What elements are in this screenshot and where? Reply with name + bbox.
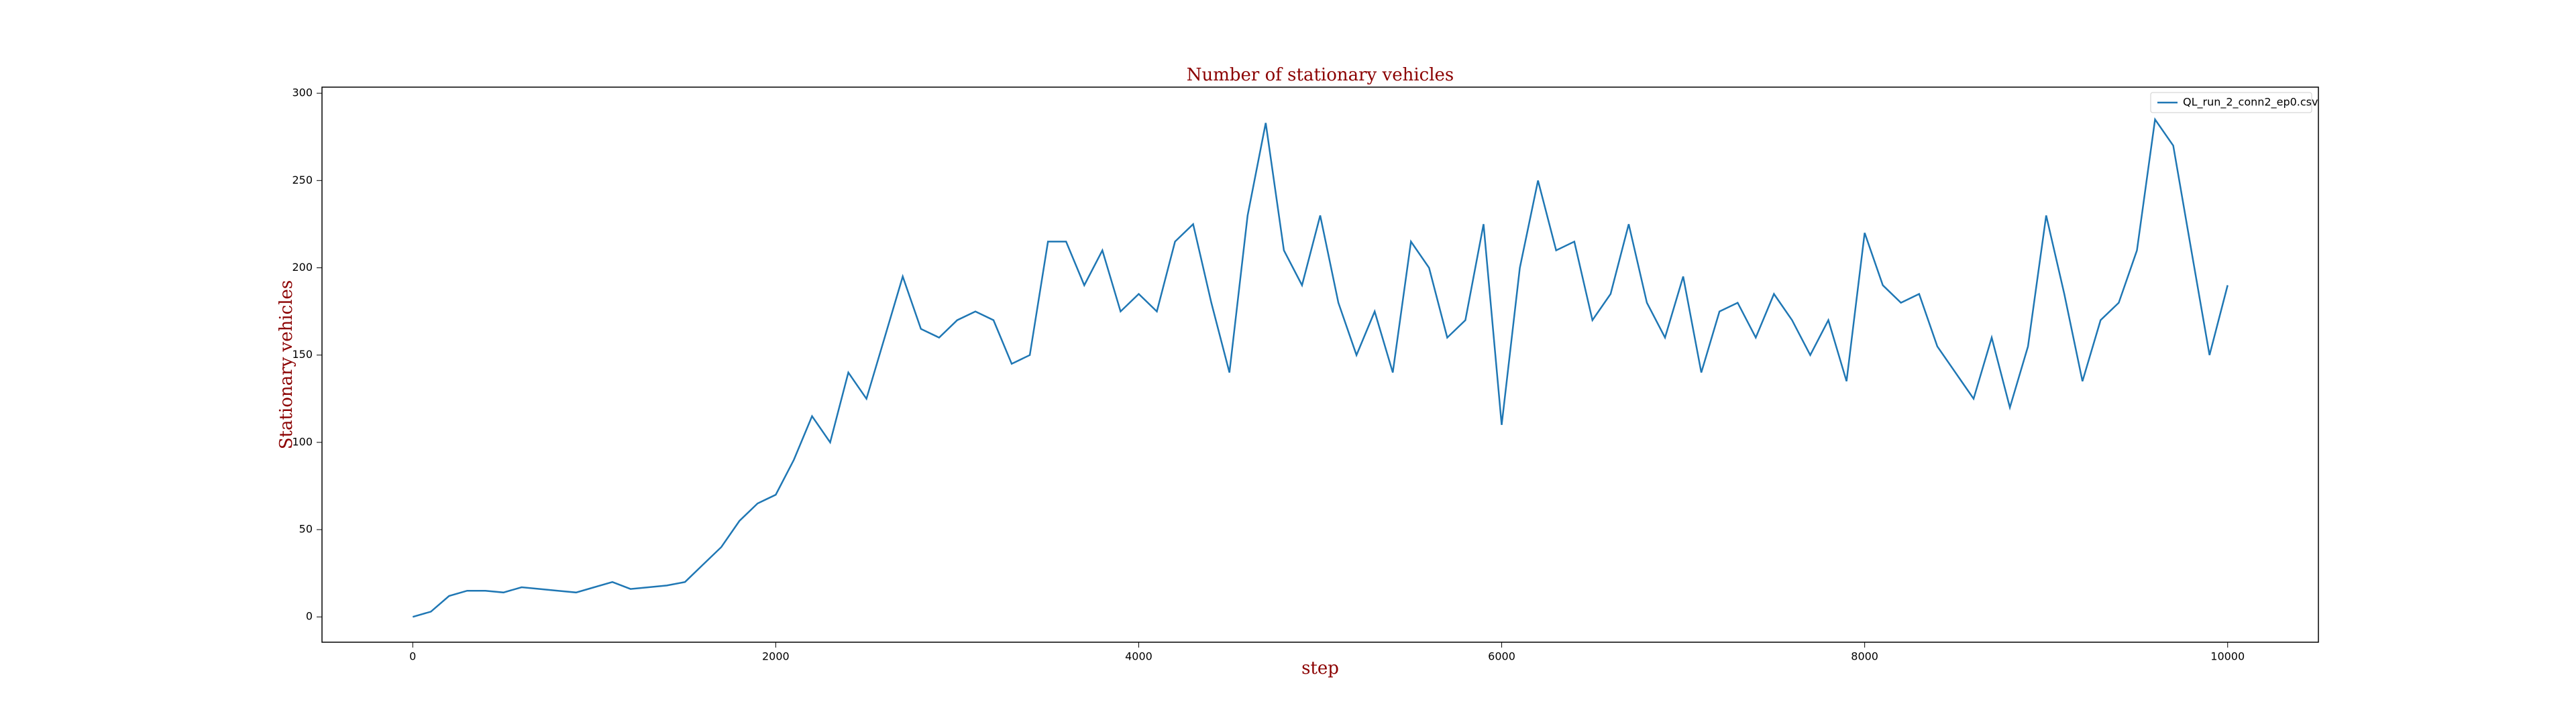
x-axis-label: step [1301,658,1339,678]
y-axis-label: Stationary vehicles [276,280,297,450]
x-tick-label: 10000 [2210,650,2245,663]
y-tick-label: 200 [292,261,313,274]
plot-frame [321,86,2319,643]
legend-label: QL_run_2_conn2_ep0.csv [2183,96,2318,109]
data-line [412,117,2229,618]
x-tick-label: 2000 [762,650,790,663]
y-tick-label: 50 [299,523,313,536]
y-tick-label: 300 [292,86,313,99]
x-tick-label: 0 [409,650,416,663]
x-tick-label: 6000 [1488,650,1515,663]
y-tick-label: 150 [292,348,313,361]
x-tick-label: 4000 [1125,650,1152,663]
y-tick-label: 100 [292,435,313,448]
legend-box [2150,92,2312,113]
y-tick-label: 0 [306,610,313,623]
x-tick-label: 8000 [1851,650,1878,663]
y-tick-label: 250 [292,174,313,186]
chart-title: Number of stationary vehicles [1187,65,1454,85]
